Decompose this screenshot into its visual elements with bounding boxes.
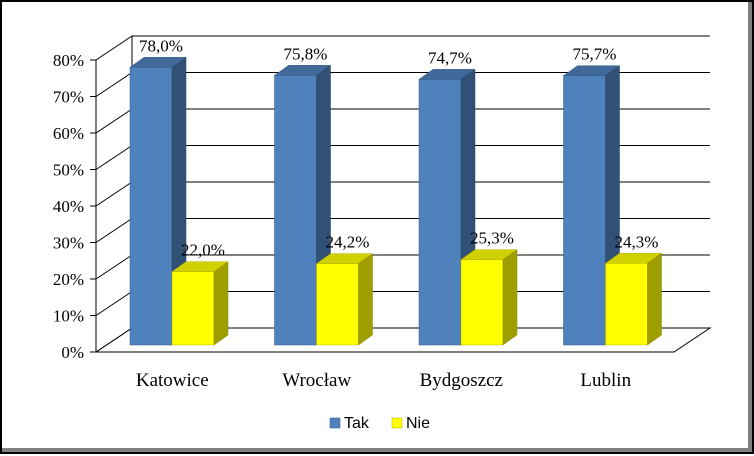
category-label: Lublin — [580, 370, 631, 391]
gridline — [95, 35, 710, 61]
y-tick-label: 50% — [53, 161, 84, 180]
bar-front — [460, 259, 504, 346]
bar-nie-2 — [460, 249, 518, 346]
bar-front — [129, 67, 173, 346]
y-tick-label: 80% — [53, 51, 84, 70]
y-axis-ticks: 0% 10% 20% 30% 40% 50% 60% 70% 80% — [53, 51, 96, 362]
bar-nie-0 — [171, 261, 229, 346]
category-labels: Katowice Wrocław Bydgoszcz Lublin — [136, 370, 632, 391]
y-tick-label: 70% — [53, 88, 84, 107]
bar-nie-1 — [315, 253, 374, 346]
data-label: 24,2% — [326, 233, 370, 252]
data-label: 22,0% — [181, 241, 225, 260]
y-tick-label: 40% — [53, 197, 84, 216]
data-label: 74,7% — [428, 48, 472, 67]
data-label: 75,8% — [284, 44, 328, 63]
legend-swatch — [391, 417, 403, 429]
bar-front — [563, 75, 606, 346]
legend-swatch — [329, 417, 341, 429]
bar-front — [171, 271, 215, 346]
y-tick-label: 10% — [53, 307, 84, 326]
bars — [129, 56, 663, 346]
bar-side — [647, 252, 662, 346]
y-tick-label: 30% — [53, 234, 84, 253]
category-label: Wrocław — [282, 370, 351, 391]
y-tick-label: 60% — [53, 124, 84, 143]
bar-side — [502, 249, 518, 346]
bar-front — [274, 75, 317, 346]
y-tick-label: 0% — [61, 343, 84, 362]
data-label: 25,3% — [470, 229, 514, 248]
bar-front — [316, 263, 359, 346]
data-label: 24,3% — [615, 232, 659, 251]
bar-front — [605, 263, 648, 346]
data-labels: 78,0% 22,0% 75,8% 24,2% 74,7% 25,3% 75,7% 24,3% — [139, 36, 658, 259]
bar-nie-3 — [604, 252, 663, 346]
category-label: Bydgoszcz — [420, 370, 503, 391]
legend-label: Tak — [344, 415, 370, 432]
data-label: 78,0% — [139, 36, 183, 55]
data-label: 75,7% — [573, 45, 617, 64]
y-tick-label: 20% — [53, 270, 84, 289]
bar-side — [213, 261, 229, 346]
legend-label: Nie — [406, 415, 430, 432]
category-label: Katowice — [136, 370, 209, 391]
bar-front — [418, 79, 462, 346]
legend: Tak Nie — [329, 415, 430, 432]
bar-side — [358, 253, 373, 346]
